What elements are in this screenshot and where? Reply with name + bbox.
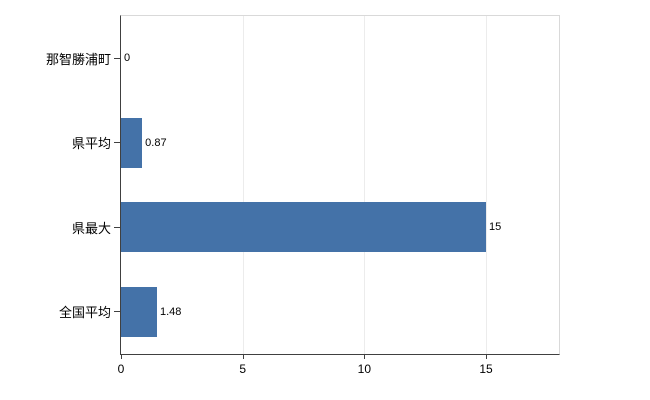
x-tick-label: 10 [357,362,372,376]
y-tick [114,311,121,313]
category-label: 全国平均 [58,305,111,321]
bar-value-label: 0.87 [145,136,167,149]
x-tick-label: 0 [117,362,125,376]
gridline [364,16,366,354]
x-tick [242,354,244,359]
bar [121,117,143,168]
x-axis-ticks: 0 5 10 15 [117,354,559,386]
bar-row: 那智勝浦町 0 [46,16,559,101]
x-tick-label: 15 [479,362,493,376]
category-label: 那智勝浦町 [45,51,111,67]
category-label: 県平均 [71,136,111,152]
bar-row: 県最大 15 [72,185,559,270]
category-label: 県最大 [71,220,111,236]
bar-row: 県平均 0.87 [72,101,559,186]
gridline [486,16,487,354]
bar [121,286,157,337]
bar-value-label: 1.48 [160,305,182,318]
plot-area: 那智勝浦町 0 県平均 0.87 県最大 15 全国平均 1.48 0 5 10 15 [46,15,560,376]
y-tick [114,226,121,228]
bar-row: 全国平均 1.48 [59,270,559,355]
gridlines [121,16,559,354]
bar-rows: 那智勝浦町 0 県平均 0.87 県最大 15 全国平均 1.48 [46,16,559,355]
bar-value-label: 15 [489,221,502,234]
bar-value-label: 0 [124,52,131,65]
y-tick [114,142,121,144]
x-tick-label: 5 [239,362,246,376]
bar [121,202,486,253]
x-tick [486,354,487,359]
y-tick [114,57,121,59]
x-tick [121,354,122,359]
gridline [242,16,244,354]
x-tick [364,354,366,359]
